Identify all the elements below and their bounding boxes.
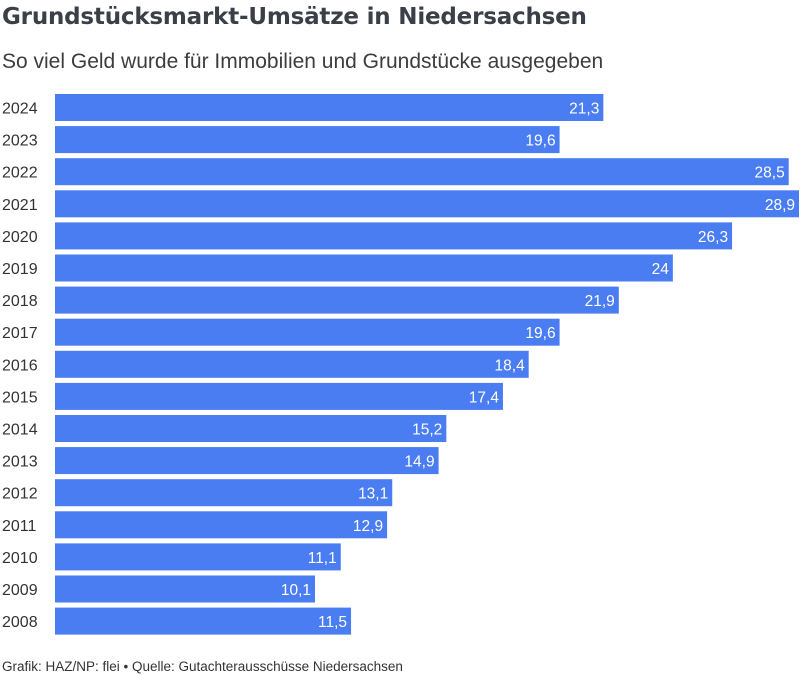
category-label: 2020 [2, 229, 38, 246]
bar-2016 [55, 350, 529, 378]
category-label: 2014 [2, 422, 38, 439]
value-label: 15,2 [412, 422, 442, 439]
bar-2010 [55, 543, 341, 571]
value-label: 11,5 [318, 614, 347, 631]
chart-subtitle: So viel Geld wurde für Immobilien und Gr… [2, 50, 604, 73]
bar-2024 [55, 94, 604, 121]
category-label: 2019 [2, 261, 38, 278]
value-label: 21,9 [585, 293, 615, 310]
value-label: 28,9 [765, 197, 795, 214]
value-label: 11,1 [308, 550, 337, 567]
value-label: 19,6 [525, 325, 555, 342]
bar-2018 [55, 286, 619, 314]
category-label: 2023 [2, 133, 38, 150]
category-label: 2009 [2, 582, 38, 599]
category-label: 2016 [2, 357, 38, 374]
bar-2012 [55, 479, 393, 507]
bar-2013 [55, 447, 439, 475]
value-label: 10,1 [281, 582, 311, 599]
value-label: 24 [652, 261, 670, 278]
value-label: 13,1 [358, 486, 388, 503]
bar-2022 [55, 158, 789, 186]
bar-2021 [55, 190, 799, 218]
value-label: 28,5 [755, 165, 785, 182]
bar-2008 [55, 607, 352, 635]
bar-2020 [55, 222, 733, 250]
bar-2023 [55, 126, 560, 154]
value-label: 17,4 [469, 389, 500, 406]
value-label: 18,4 [495, 357, 526, 374]
value-label: 12,9 [353, 518, 383, 535]
bar-2019 [55, 254, 673, 282]
bar-2009 [55, 575, 316, 603]
bar-2017 [55, 318, 560, 346]
category-label: 2018 [2, 293, 38, 310]
category-label: 2017 [2, 325, 38, 342]
category-label: 2008 [2, 614, 38, 631]
source-footer: Grafik: HAZ/NP: flei • Quelle: Gutachter… [2, 659, 403, 674]
bar-2014 [55, 415, 447, 442]
value-label: 19,6 [525, 133, 555, 150]
category-label: 2010 [2, 550, 38, 567]
value-label: 26,3 [698, 229, 728, 246]
chart-title: Grundstücksmarkt-Umsätze in Niedersachse… [2, 4, 587, 30]
value-label: 14,9 [404, 454, 434, 471]
category-label: 2022 [2, 165, 38, 182]
value-label: 21,3 [569, 101, 599, 118]
bar-2015 [55, 382, 503, 410]
category-label: 2021 [2, 197, 38, 214]
bar-2011 [55, 511, 388, 539]
bar-chart: 2024 21,3 2023 19,6 2022 28,5 2021 28,9 2020 26,3… [2, 94, 799, 635]
category-label: 2011 [2, 518, 37, 535]
category-label: 2012 [2, 486, 38, 503]
category-label: 2013 [2, 454, 38, 471]
category-label: 2015 [2, 389, 38, 406]
category-label: 2024 [2, 101, 38, 118]
